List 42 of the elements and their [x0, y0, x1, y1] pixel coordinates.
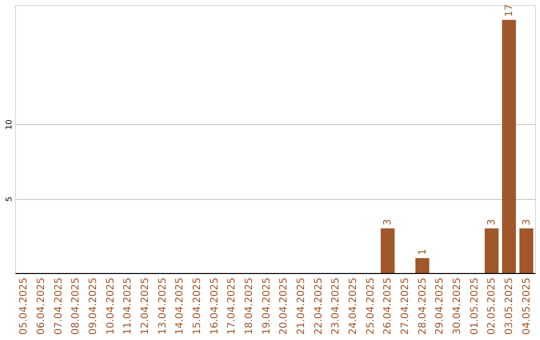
x-tick-label: 10.04.2025 — [105, 278, 116, 335]
x-tick-label: 02.05.2025 — [486, 278, 498, 335]
y-tick-label: 5 — [4, 196, 14, 202]
x-tick-label: 16.04.2025 — [209, 278, 220, 335]
x-tick-label: 27.04.2025 — [400, 278, 411, 335]
x-tick-label: 11.04.2025 — [122, 278, 134, 335]
data-label: 3 — [521, 218, 532, 226]
y-tick-label: 10 — [4, 120, 14, 130]
bar — [519, 228, 534, 273]
bar — [484, 228, 499, 273]
x-tick-label: 26.04.2025 — [382, 278, 394, 335]
x-tick-label: 18.04.2025 — [244, 278, 255, 335]
x-tick-label: 30.04.2025 — [452, 278, 463, 335]
data-label: 3 — [382, 218, 394, 226]
x-tick-label: 12.04.2025 — [140, 278, 151, 335]
x-tick-label: 24.04.2025 — [348, 278, 359, 335]
bar — [502, 20, 516, 273]
x-tick-label: 13.04.2025 — [157, 278, 168, 335]
x-tick-label: 01.05.2025 — [469, 278, 480, 335]
data-label: 3 — [486, 218, 498, 226]
x-tick-label: 03.05.2025 — [504, 278, 515, 335]
x-tick-label: 17.04.2025 — [226, 278, 238, 335]
x-tick-label: 21.04.2025 — [296, 278, 307, 335]
x-tick-label: 28.04.2025 — [417, 278, 428, 335]
x-tick-label: 19.04.2025 — [261, 278, 272, 335]
x-tick-label: 04.05.2025 — [521, 278, 532, 335]
x-tick-label: 09.04.2025 — [88, 278, 99, 335]
x-tick-label: 05.04.2025 — [18, 278, 30, 335]
x-tick-label: 25.04.2025 — [365, 278, 376, 335]
x-tick-label: 29.04.2025 — [434, 278, 446, 335]
x-tick-label: 07.04.2025 — [53, 278, 64, 335]
x-tick-label: 06.04.2025 — [36, 278, 47, 335]
x-tick-label: 08.04.2025 — [70, 278, 82, 335]
x-tick-label: 20.04.2025 — [278, 278, 290, 335]
x-tick-label: 14.04.2025 — [174, 278, 186, 335]
bar — [415, 258, 430, 273]
data-label: 1 — [417, 248, 428, 256]
x-tick-label: 23.04.2025 — [330, 278, 342, 335]
bar — [380, 228, 395, 273]
x-tick-label: 15.04.2025 — [192, 278, 203, 335]
data-label: 17 — [504, 4, 515, 17]
x-tick-label: 22.04.2025 — [313, 278, 324, 335]
